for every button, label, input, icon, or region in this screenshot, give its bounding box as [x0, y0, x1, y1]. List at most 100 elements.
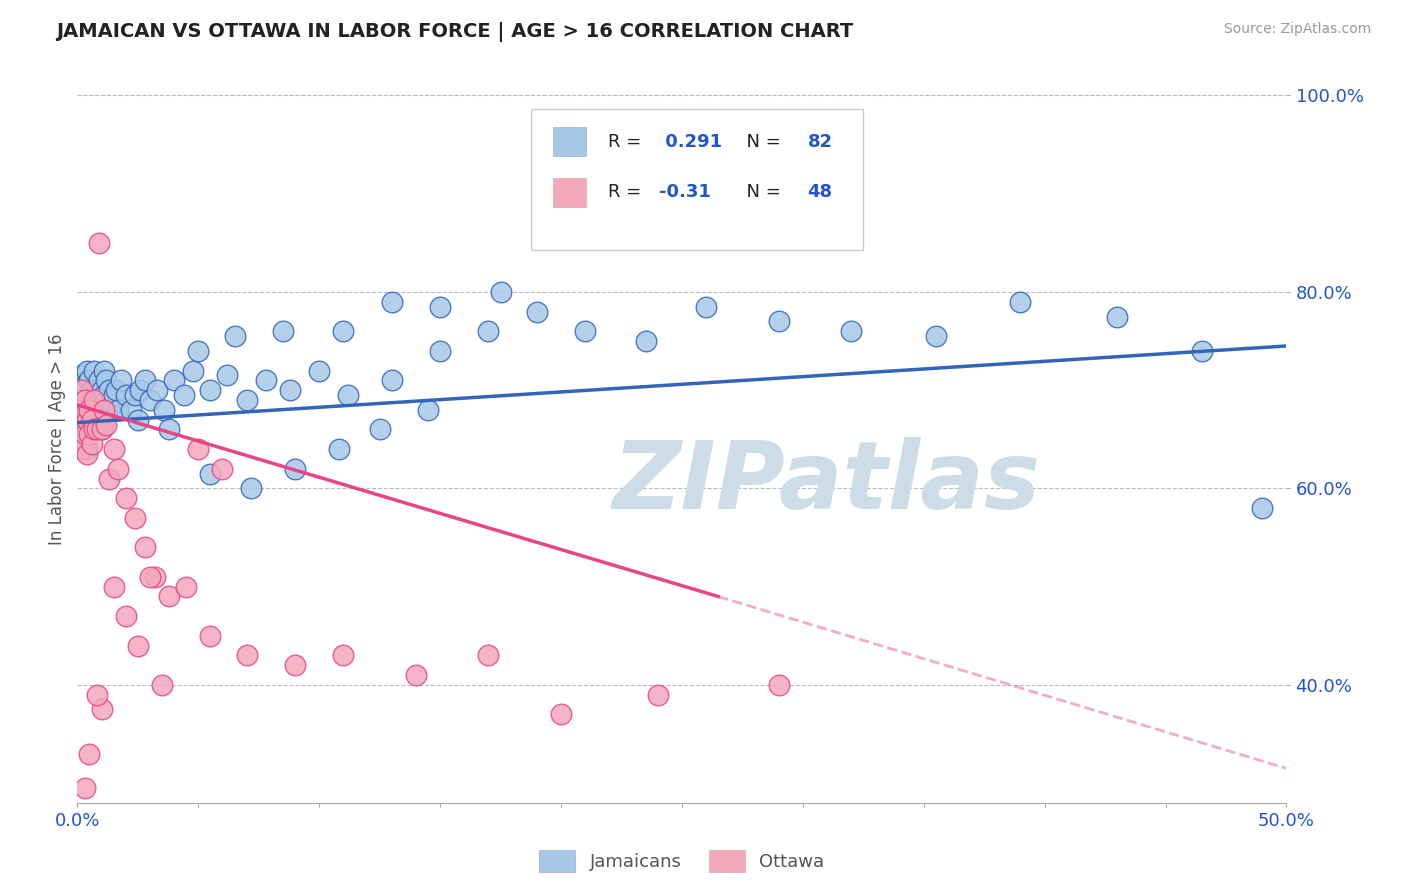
Point	[139, 392, 162, 407]
Point	[405, 668, 427, 682]
Text: Source: ZipAtlas.com: Source: ZipAtlas.com	[1223, 22, 1371, 37]
Point	[103, 580, 125, 594]
Point	[79, 373, 101, 387]
Point	[69, 433, 91, 447]
Point	[120, 402, 142, 417]
Text: R =: R =	[609, 184, 647, 202]
Point	[80, 383, 103, 397]
Point	[86, 383, 108, 397]
Bar	[553, 128, 586, 156]
Point	[76, 442, 98, 457]
Point	[332, 648, 354, 663]
Point	[146, 383, 169, 397]
Point	[90, 422, 112, 436]
Point	[73, 398, 96, 412]
Point	[235, 648, 257, 663]
Point	[73, 378, 96, 392]
Point	[284, 462, 307, 476]
Y-axis label: In Labor Force | Age > 16: In Labor Force | Age > 16	[48, 334, 66, 545]
Point	[80, 437, 103, 451]
Point	[83, 388, 105, 402]
Point	[103, 388, 125, 402]
Point	[73, 392, 96, 407]
Point	[187, 442, 209, 457]
Point	[114, 388, 136, 402]
Point	[76, 402, 98, 417]
Point	[526, 304, 548, 318]
Point	[93, 412, 115, 426]
Point	[157, 422, 180, 436]
Point	[368, 422, 391, 436]
Point	[70, 383, 93, 397]
Point	[79, 402, 101, 417]
Point	[271, 324, 294, 338]
Point	[328, 442, 350, 457]
Point	[79, 427, 101, 442]
Point	[86, 688, 108, 702]
Point	[73, 780, 96, 795]
Point	[163, 373, 186, 387]
Point	[634, 334, 657, 348]
Point	[127, 639, 149, 653]
Point	[73, 427, 96, 442]
Legend: Jamaicans, Ottawa: Jamaicans, Ottawa	[531, 843, 832, 880]
Point	[69, 402, 91, 417]
Point	[83, 422, 105, 436]
Point	[86, 422, 108, 436]
Text: N =: N =	[735, 133, 786, 151]
Point	[93, 363, 115, 377]
Point	[96, 417, 118, 432]
Point	[73, 422, 96, 436]
Point	[69, 388, 91, 402]
Point	[114, 609, 136, 624]
Point	[110, 373, 132, 387]
Point	[76, 412, 98, 426]
Point	[83, 402, 105, 417]
Point	[925, 329, 948, 343]
Point	[429, 300, 451, 314]
Point	[79, 747, 101, 761]
Point	[200, 383, 222, 397]
Point	[254, 373, 277, 387]
Point	[100, 398, 122, 412]
Point	[211, 462, 233, 476]
Point	[86, 417, 108, 432]
Point	[80, 412, 103, 426]
Point	[416, 402, 439, 417]
Point	[107, 462, 129, 476]
Point	[134, 541, 156, 555]
Point	[87, 373, 110, 387]
Point	[217, 368, 239, 383]
Point	[124, 388, 146, 402]
Point	[337, 388, 360, 402]
Point	[76, 363, 98, 377]
Point	[105, 383, 128, 397]
Text: 0.291: 0.291	[659, 133, 723, 151]
Point	[429, 343, 451, 358]
Point	[550, 707, 572, 722]
Point	[187, 343, 209, 358]
Point	[79, 417, 101, 432]
Point	[96, 402, 118, 417]
Point	[574, 324, 596, 338]
Point	[768, 314, 790, 328]
Point	[76, 447, 98, 461]
Point	[332, 324, 354, 338]
Point	[107, 402, 129, 417]
Point	[1107, 310, 1129, 324]
Point	[70, 412, 93, 426]
Point	[90, 702, 112, 716]
Point	[381, 373, 404, 387]
Point	[308, 363, 330, 377]
Text: R =: R =	[609, 133, 647, 151]
Point	[150, 678, 173, 692]
Point	[200, 467, 222, 481]
Point	[97, 383, 120, 397]
Point	[477, 324, 499, 338]
Point	[69, 402, 91, 417]
Point	[1191, 343, 1213, 358]
Point	[134, 373, 156, 387]
Bar	[531, 109, 863, 251]
Point	[70, 368, 93, 383]
Point	[114, 491, 136, 506]
